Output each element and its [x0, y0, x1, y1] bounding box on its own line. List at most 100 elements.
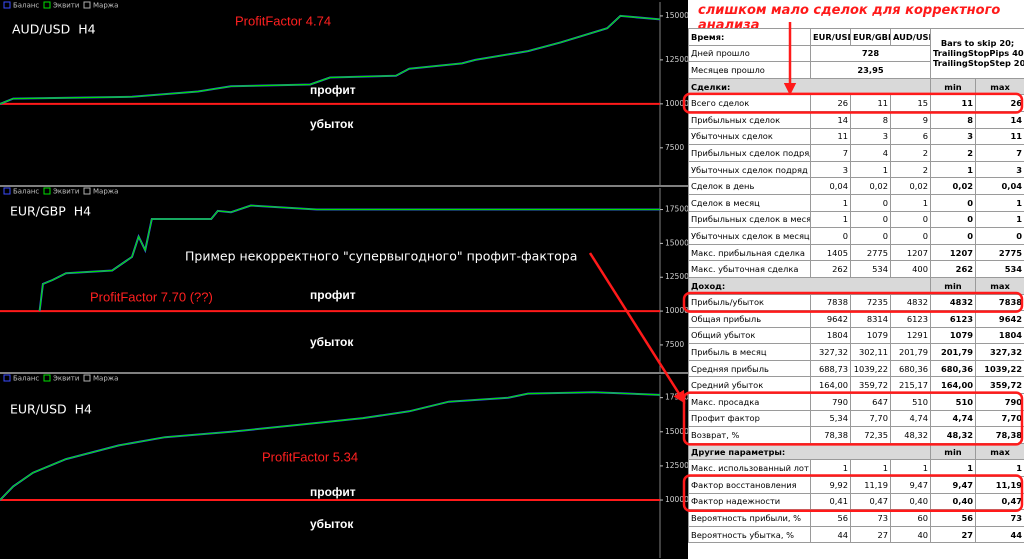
- cell: 688,73: [810, 359, 851, 378]
- charts: 7500 10000 12500 15000 Баланс Эквити Маржа AUD/…: [0, 0, 688, 559]
- cell: 1: [974, 193, 1024, 212]
- cell: 1405: [810, 243, 851, 262]
- cell: 262: [930, 260, 976, 278]
- cell: 1039,22: [850, 359, 891, 378]
- cell: 3: [974, 160, 1024, 179]
- cell: 9: [890, 110, 931, 129]
- chart-title: AUD/USD H4: [12, 22, 96, 37]
- y-tick-label: 7500: [665, 143, 684, 152]
- table-row: Профит фактор 5,34 7,70 4,74 4,74 7,70: [688, 409, 1024, 428]
- section-title: Доход:: [688, 276, 931, 295]
- cell: 680,36: [890, 359, 931, 378]
- legend-swatch: [83, 1, 91, 9]
- cell: 1: [890, 193, 931, 212]
- table-row: Макс. прибыльная сделка 1405 2775 1207 1207 2…: [688, 243, 1024, 262]
- cell: 510: [890, 393, 931, 411]
- table-row: Убыточных сделок 11 3 6 3 11: [688, 127, 1024, 146]
- table-row: Убыточных сделок подряд 3 1 2 1 3: [688, 160, 1024, 179]
- zone-label: профит: [310, 288, 356, 302]
- legend-swatch: [43, 374, 51, 382]
- row-label: Время:: [688, 28, 811, 46]
- row-label: Общая прибыль: [688, 310, 811, 328]
- cell: 0: [974, 227, 1024, 245]
- cell: 1: [930, 459, 976, 478]
- table-row: Макс. просадка 790 647 510 510 790: [688, 393, 1024, 411]
- zone-label: профит: [310, 485, 356, 499]
- y-tick-label: 15000: [665, 427, 688, 436]
- legend-swatch: [3, 374, 11, 382]
- row-label: Прибыль в месяц: [688, 343, 811, 361]
- column-header: min: [930, 276, 976, 295]
- cell: 11: [810, 127, 851, 146]
- row-label: Вероятность прибыли, %: [688, 509, 811, 527]
- profit-factor-label: ProfitFactor 4.74: [235, 13, 331, 28]
- profit-factor-label: ProfitFactor 5.34: [262, 449, 358, 464]
- table-row: Сделок в день 0,04 0,02 0,02 0,02 0,04: [688, 177, 1024, 195]
- cell: 1079: [850, 326, 891, 345]
- chart-title: EUR/USD H4: [10, 402, 92, 417]
- table-row: Средний убыток 164,00 359,72 215,17 164,00 35…: [688, 376, 1024, 395]
- table-row: Прибыльных сделок в месяц 1 0 0 0 1: [688, 210, 1024, 229]
- legend-label: Эквити: [53, 188, 79, 196]
- cell: 11,19: [850, 476, 891, 494]
- cell: 26: [974, 94, 1024, 112]
- cell: 0: [890, 227, 931, 245]
- cell: 0,02: [850, 177, 891, 195]
- y-tick-label: 15000: [665, 238, 688, 247]
- cell: 78,38: [810, 426, 851, 444]
- legend-swatch: [83, 187, 91, 195]
- column-header: EUR/GBP: [850, 28, 891, 46]
- row-label: Прибыльных сделок подряд: [688, 144, 811, 162]
- cell: 26: [810, 94, 851, 112]
- cell: 11,19: [974, 476, 1024, 494]
- y-tick-label: 17500: [665, 205, 688, 214]
- series-line: [0, 15, 661, 105]
- cell: 3: [850, 127, 891, 146]
- y-tick-label: 12500: [665, 55, 688, 64]
- table-row: Прибыльных сделок 14 8 9 8 14: [688, 110, 1024, 129]
- cell: 27: [850, 525, 891, 544]
- cell: 9642: [974, 310, 1024, 328]
- row-label: Макс. прибыльная сделка: [688, 243, 811, 262]
- cell: 0,47: [974, 492, 1024, 511]
- cell: 72,35: [850, 426, 891, 444]
- cell: 728: [810, 44, 931, 63]
- cell: 0,04: [810, 177, 851, 195]
- cell: 790: [974, 393, 1024, 411]
- y-tick-label: 17500: [665, 393, 688, 402]
- cell: 11: [974, 127, 1024, 146]
- cell: 6: [890, 127, 931, 146]
- cell: 56: [930, 509, 976, 527]
- cell: 7: [974, 144, 1024, 162]
- row-label: Средний убыток: [688, 376, 811, 395]
- cell: 40: [890, 525, 931, 544]
- section-header: Доход: min max: [688, 276, 1024, 295]
- cell: 215,17: [890, 376, 931, 395]
- cell: 2775: [850, 243, 891, 262]
- cell: 4832: [890, 293, 931, 312]
- y-tick-label: 10000: [665, 99, 688, 108]
- table-row: Макс. использованный лот 1 1 1 1 1: [688, 459, 1024, 478]
- settings-line: TrailingStopStep 20: [933, 58, 1024, 69]
- section-header: Другие параметры: min max: [688, 442, 1024, 461]
- cell: 534: [974, 260, 1024, 278]
- zone-label: убыток: [310, 335, 354, 349]
- background: [0, 0, 688, 559]
- table-row: Прибыльных сделок подряд 7 4 2 2 7: [688, 144, 1024, 162]
- cell: 0: [930, 193, 976, 212]
- cell: 1: [930, 160, 976, 179]
- table-row: Прибыль в месяц 327,32 302,11 201,79 201,79 3…: [688, 343, 1024, 361]
- cell: 1: [974, 210, 1024, 229]
- column-header: min: [930, 442, 976, 461]
- row-label: Убыточных сделок в месяц: [688, 227, 811, 245]
- cell: 73: [850, 509, 891, 527]
- cell: 1: [890, 459, 931, 478]
- cell: 8314: [850, 310, 891, 328]
- cell: 262: [810, 260, 851, 278]
- table-row: Общий убыток 1804 1079 1291 1079 1804: [688, 326, 1024, 345]
- legend-label: Эквити: [53, 375, 79, 383]
- cell: 0: [930, 227, 976, 245]
- y-tick-label: 7500: [665, 340, 684, 349]
